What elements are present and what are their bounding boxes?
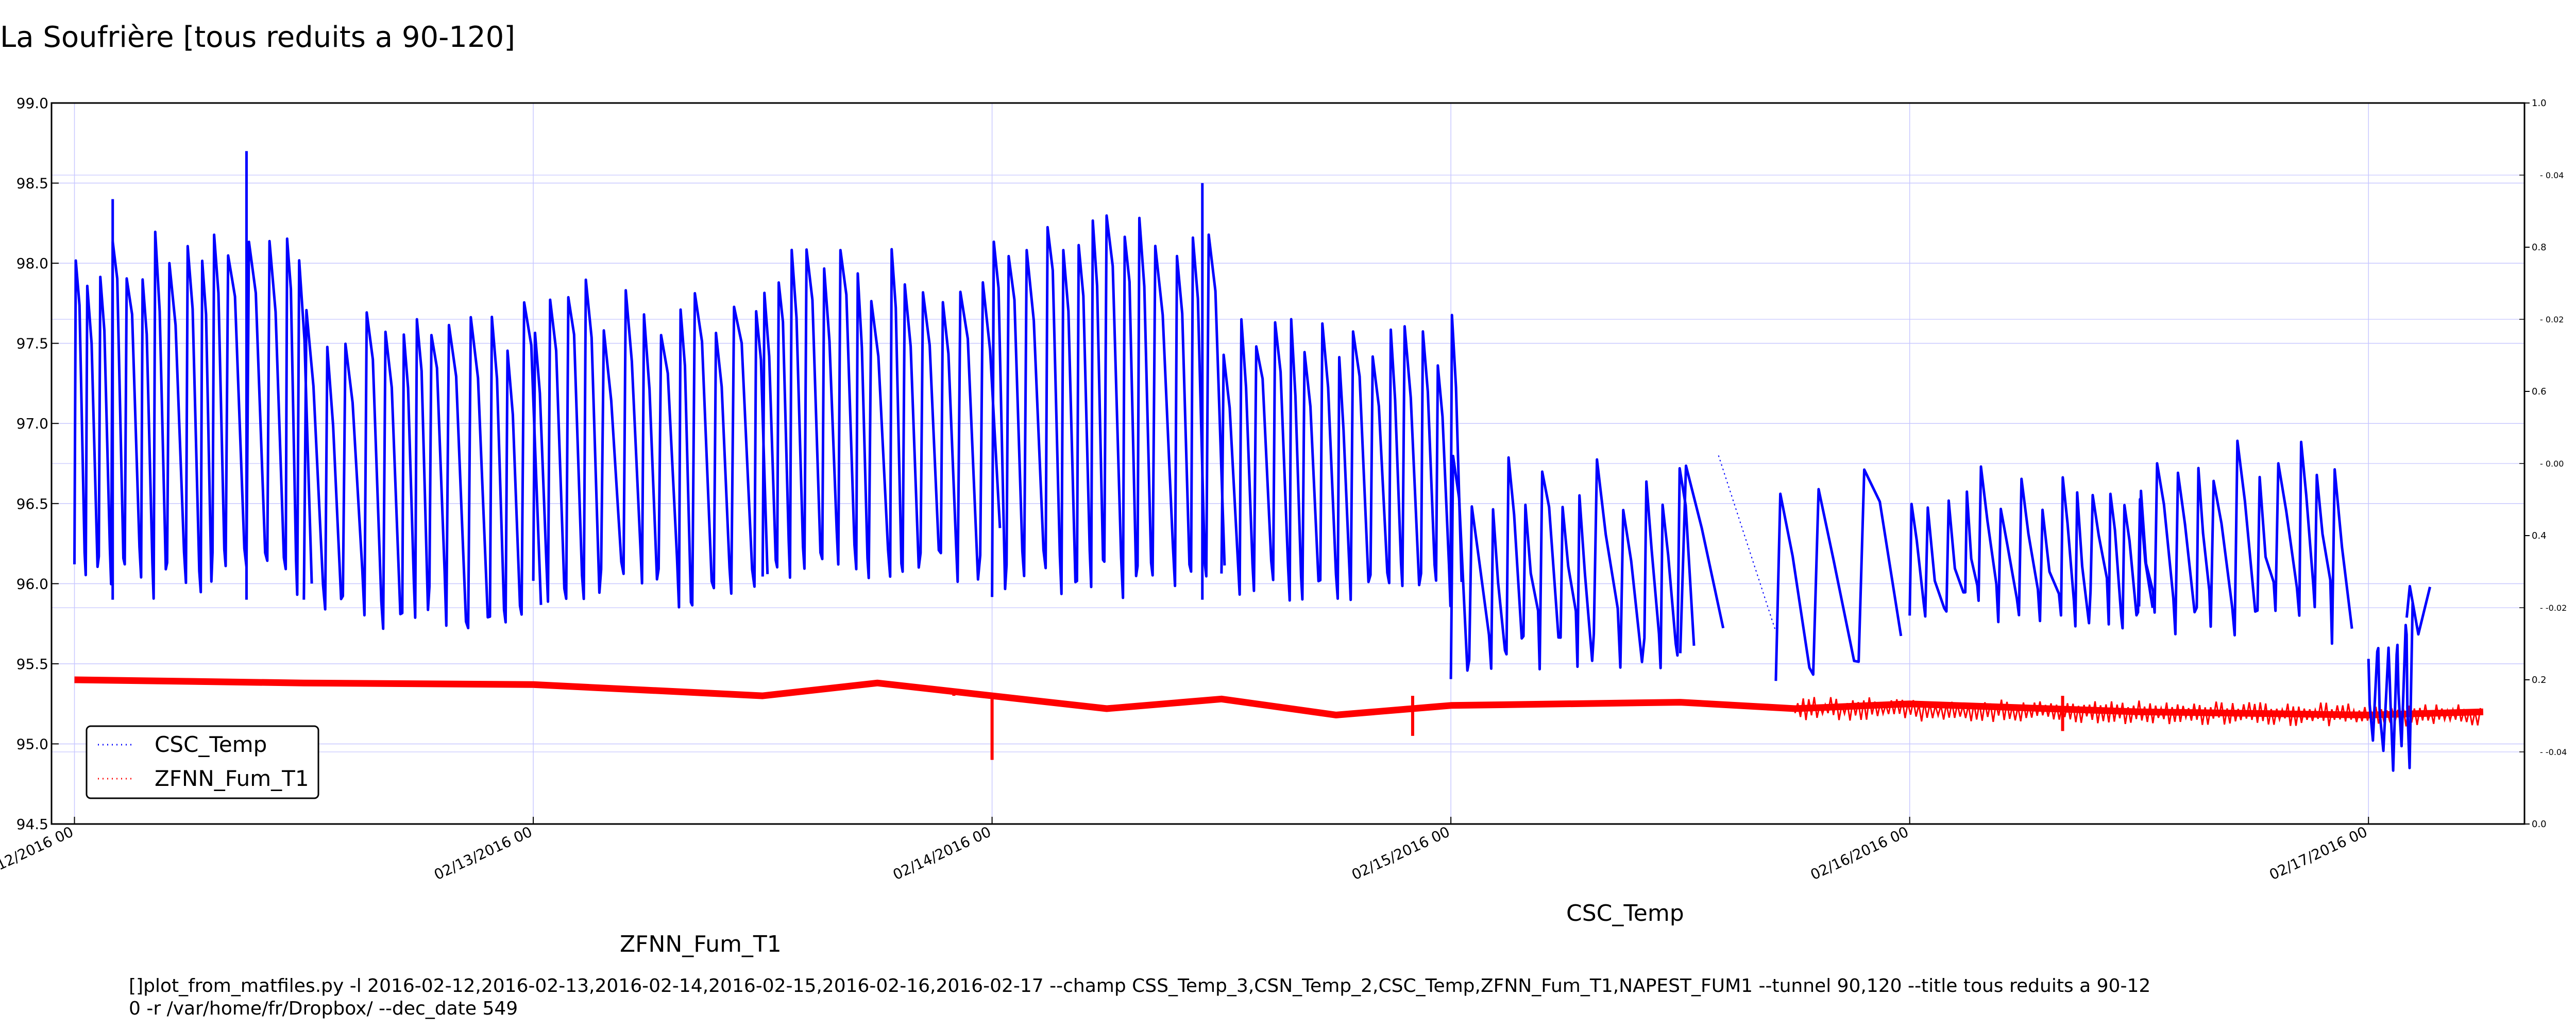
axis-label-csc-temp: CSC_Temp <box>1566 900 1684 926</box>
csc-temp-segment <box>1449 455 1696 679</box>
right-tick-label: 0.8 <box>2532 242 2547 253</box>
series-csc-temp <box>73 151 2432 772</box>
inner-tick-label: - 0.00 <box>2540 459 2564 469</box>
csc-temp-gap-connector <box>1718 455 1776 632</box>
y-tick-label: 96.5 <box>16 495 48 512</box>
y-axis-right: 0.0 0.2 0.4 0.6 0.8 1.0 - -0.04 - -0.02 - 0.00 - … <box>2519 98 2567 830</box>
axis-label-zfnn-fum-t1: ZFNN_Fum_T1 <box>620 931 782 957</box>
legend-box <box>86 725 319 799</box>
csc-temp-segment <box>1908 465 2154 630</box>
right-tick-label: 0.0 <box>2532 819 2547 830</box>
y-tick-label: 97.5 <box>16 335 48 352</box>
legend-label: ZFNN_Fum_T1 <box>155 766 309 791</box>
csc-temp-segment <box>1679 464 1725 654</box>
csc-temp-segment <box>73 230 313 600</box>
y-tick-label: 96.0 <box>16 575 48 592</box>
csc-temp-segment <box>1774 468 1903 681</box>
csc-temp-segment <box>302 301 543 630</box>
inner-tick-label: - 0.02 <box>2540 315 2564 324</box>
csc-temp-segment <box>1220 314 1463 608</box>
inner-tick-label: - 0.04 <box>2540 170 2564 180</box>
inner-tick-label: - -0.04 <box>2540 747 2567 757</box>
legend-label: CSC_Temp <box>155 732 267 757</box>
right-tick-label: 1.0 <box>2532 98 2547 109</box>
right-tick-label: 0.6 <box>2532 386 2547 397</box>
right-tick-label: 0.2 <box>2532 675 2547 685</box>
zfnn-fum-t1-noise <box>1794 697 2481 727</box>
y-tick-label: 94.5 <box>16 816 48 833</box>
command-line-1: []plot_from_matfiles.py -l 2016-02-12,20… <box>129 975 2151 997</box>
inner-tick-label: - -0.02 <box>2540 603 2567 613</box>
csc-temp-segment <box>991 214 1226 599</box>
series-zfnn-fum-t1 <box>74 676 2484 760</box>
csc-temp-segment <box>2138 439 2353 645</box>
y-tick-label: 99.0 <box>16 95 48 112</box>
csc-temp-segment <box>761 248 1002 583</box>
y-tick-label: 98.0 <box>16 255 48 272</box>
y-tick-label: 97.0 <box>16 415 48 432</box>
csc-temp-segment <box>2367 603 2414 772</box>
command-line-2: 0 -r /var/home/fr/Dropbox/ --dec_date 54… <box>129 998 518 1019</box>
command-line-text: []plot_from_matfiles.py -l 2016-02-12,20… <box>129 975 2150 1020</box>
legend: CSC_Temp ZFNN_Fum_T1 <box>86 725 319 799</box>
csc-temp-segment <box>532 278 769 609</box>
right-tick-label: 0.4 <box>2532 530 2547 541</box>
y-tick-label: 98.5 <box>16 175 48 192</box>
csc-temp-segment <box>2405 585 2432 636</box>
y-tick-label: 95.5 <box>16 656 48 673</box>
y-axis-left: 94.5 95.0 95.5 96.0 96.5 97.0 97.5 98.0 98.5 99.0 <box>16 95 59 833</box>
chart-title: La Soufrière [tous reduits a 90-120] <box>0 21 516 54</box>
y-tick-label: 95.0 <box>16 735 48 752</box>
